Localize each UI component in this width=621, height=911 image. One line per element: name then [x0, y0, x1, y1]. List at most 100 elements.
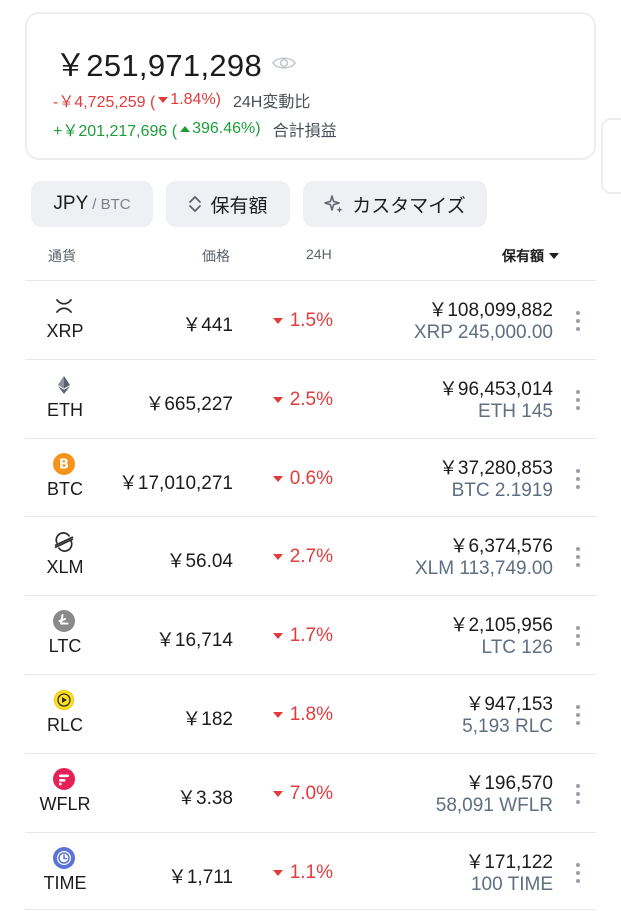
- asset-price: ￥3.38: [177, 787, 233, 809]
- currency-toggle-button[interactable]: JPY / BTC: [31, 181, 153, 227]
- change-24h-row: -￥4,725,259 ( 1.84%) 24H変動比: [53, 88, 310, 112]
- asset-row[interactable]: ETH ￥665,227 2.5% ￥96,453,014 ETH 145: [25, 358, 596, 438]
- down-arrow-icon: [272, 711, 283, 718]
- column-header-holdings-label: 保有額: [502, 248, 544, 264]
- asset-price: ￥56.04: [166, 551, 233, 573]
- asset-row[interactable]: LTC ￥16,714 1.7% ￥2,105,956 LTC 126: [25, 595, 596, 674]
- asset-change: 2.7%: [270, 546, 333, 568]
- asset-holding-quantity: 58,091 WFLR: [435, 794, 553, 816]
- asset-row[interactable]: B BTC ￥17,010,271 0.6% ￥37,280,853 BTC 2…: [25, 437, 596, 517]
- asset-change-value: 2.7%: [289, 546, 333, 568]
- more-options-icon[interactable]: [576, 468, 580, 489]
- asset-change: 1.7%: [270, 625, 333, 647]
- up-arrow-icon: [180, 126, 191, 132]
- down-arrow-icon: [272, 869, 283, 876]
- asset-row[interactable]: RLC ￥182 1.8% ￥947,153 5,193 RLC: [25, 673, 596, 753]
- change-24h-amount: -￥4,725,259 (: [53, 94, 156, 111]
- asset-holding-quantity: 5,193 RLC: [462, 715, 553, 737]
- asset-holding-value: ￥96,453,014: [438, 378, 553, 400]
- down-arrow-icon: [272, 554, 283, 561]
- asset-change: 0.6%: [270, 468, 333, 490]
- asset-symbol: LTC: [48, 636, 82, 657]
- more-options-icon[interactable]: [576, 704, 580, 725]
- asset-row[interactable]: TIME ￥1,711 1.1% ￥171,122 100 TIME: [25, 831, 596, 911]
- asset-symbol: BTC: [47, 478, 83, 499]
- down-arrow-icon: [272, 633, 283, 640]
- pnl-amount: +￥201,217,696 (: [53, 123, 178, 140]
- asset-change: 2.5%: [270, 389, 333, 411]
- more-options-icon[interactable]: [576, 626, 580, 647]
- asset-holding-quantity: XLM 113,749.00: [414, 558, 553, 580]
- asset-price: ￥182: [182, 708, 233, 730]
- asset-holding-quantity: BTC 2.1919: [451, 479, 553, 501]
- asset-price: ￥16,714: [155, 630, 233, 652]
- asset-price: ￥17,010,271: [118, 472, 233, 494]
- xlm-icon: [53, 531, 75, 553]
- svg-text:B: B: [59, 457, 69, 472]
- column-header-holdings[interactable]: 保有額: [502, 246, 561, 266]
- asset-symbol: WFLR: [39, 793, 91, 814]
- asset-change-value: 1.5%: [289, 310, 333, 331]
- more-options-icon[interactable]: [576, 547, 580, 568]
- column-header-currency[interactable]: 通貨: [48, 248, 76, 264]
- customize-button[interactable]: カスタマイズ: [303, 181, 487, 227]
- next-card-peek[interactable]: [601, 118, 621, 194]
- asset-row[interactable]: XRP ￥441 1.5% ￥108,099,882 XRP 245,000.0…: [25, 280, 596, 359]
- eye-icon[interactable]: [272, 55, 296, 71]
- asset-row[interactable]: WFLR ￥3.38 7.0% ￥196,570 58,091 WFLR: [25, 752, 596, 832]
- asset-row[interactable]: XLM ￥56.04 2.7% ￥6,374,576 XLM 113,749.0…: [25, 516, 596, 595]
- asset-holding-quantity: ETH 145: [478, 400, 553, 422]
- asset-holding-value: ￥37,280,853: [438, 457, 553, 479]
- asset-change: 1.5%: [270, 310, 333, 332]
- sort-desc-icon: [549, 253, 559, 259]
- asset-change: 1.1%: [270, 862, 333, 884]
- asset-symbol: XRP: [46, 321, 84, 341]
- pnl-label: 合計損益: [272, 123, 337, 140]
- column-header-price[interactable]: 価格: [202, 248, 230, 264]
- time-icon: [53, 846, 75, 869]
- asset-symbol: ETH: [47, 399, 83, 420]
- asset-change-value: 0.6%: [289, 467, 333, 489]
- currency-sub-label: / BTC: [92, 195, 131, 213]
- total-row: ￥251,971,298: [55, 40, 296, 85]
- pnl-row: +￥201,217,696 ( 396.46%) 合計損益: [53, 117, 337, 141]
- asset-change: 7.0%: [270, 783, 333, 805]
- asset-change-value: 1.8%: [289, 703, 333, 725]
- ltc-icon: [53, 610, 75, 633]
- pnl-pct: 396.46%): [192, 120, 261, 137]
- customize-button-label: カスタマイズ: [352, 195, 466, 217]
- asset-change-value: 7.0%: [289, 782, 333, 804]
- asset-change: 1.8%: [270, 704, 333, 726]
- asset-symbol: XLM: [46, 557, 84, 578]
- asset-holding-quantity: 100 TIME: [470, 873, 553, 895]
- sort-holdings-button[interactable]: 保有額: [166, 181, 290, 227]
- asset-holding-value: ￥2,105,956: [449, 615, 553, 637]
- more-options-icon[interactable]: [576, 311, 580, 331]
- asset-price: ￥665,227: [145, 393, 233, 415]
- asset-symbol: TIME: [43, 872, 87, 893]
- portfolio-summary-card: ￥251,971,298 -￥4,725,259 ( 1.84%) 24H変動比…: [25, 12, 596, 160]
- asset-change-value: 1.7%: [289, 625, 333, 647]
- asset-symbol: RLC: [46, 714, 83, 735]
- sparkle-icon: [324, 195, 344, 213]
- asset-holding-value: ￥196,570: [465, 772, 553, 794]
- holdings-button-label: 保有額: [210, 195, 268, 217]
- btc-icon: B: [53, 452, 75, 475]
- asset-change-value: 2.5%: [289, 388, 333, 410]
- column-header-24h[interactable]: 24H: [306, 246, 332, 262]
- asset-holding-quantity: XRP 245,000.00: [413, 322, 553, 343]
- more-options-icon[interactable]: [576, 783, 580, 804]
- wflr-icon: [53, 767, 75, 790]
- change-24h-label: 24H変動比: [233, 94, 311, 111]
- total-balance: ￥251,971,298: [55, 48, 262, 83]
- asset-holding-value: ￥947,153: [465, 693, 553, 715]
- down-arrow-icon: [272, 475, 283, 482]
- eth-icon: [53, 374, 75, 396]
- asset-list: XRP ￥441 1.5% ￥108,099,882 XRP 245,000.0…: [25, 280, 596, 911]
- down-arrow-icon: [272, 790, 283, 797]
- asset-change-value: 1.1%: [289, 861, 333, 883]
- change-24h-pct: 1.84%): [170, 91, 221, 108]
- more-options-icon[interactable]: [576, 389, 580, 410]
- more-options-icon[interactable]: [576, 862, 580, 883]
- currency-main-label: JPY: [53, 193, 89, 214]
